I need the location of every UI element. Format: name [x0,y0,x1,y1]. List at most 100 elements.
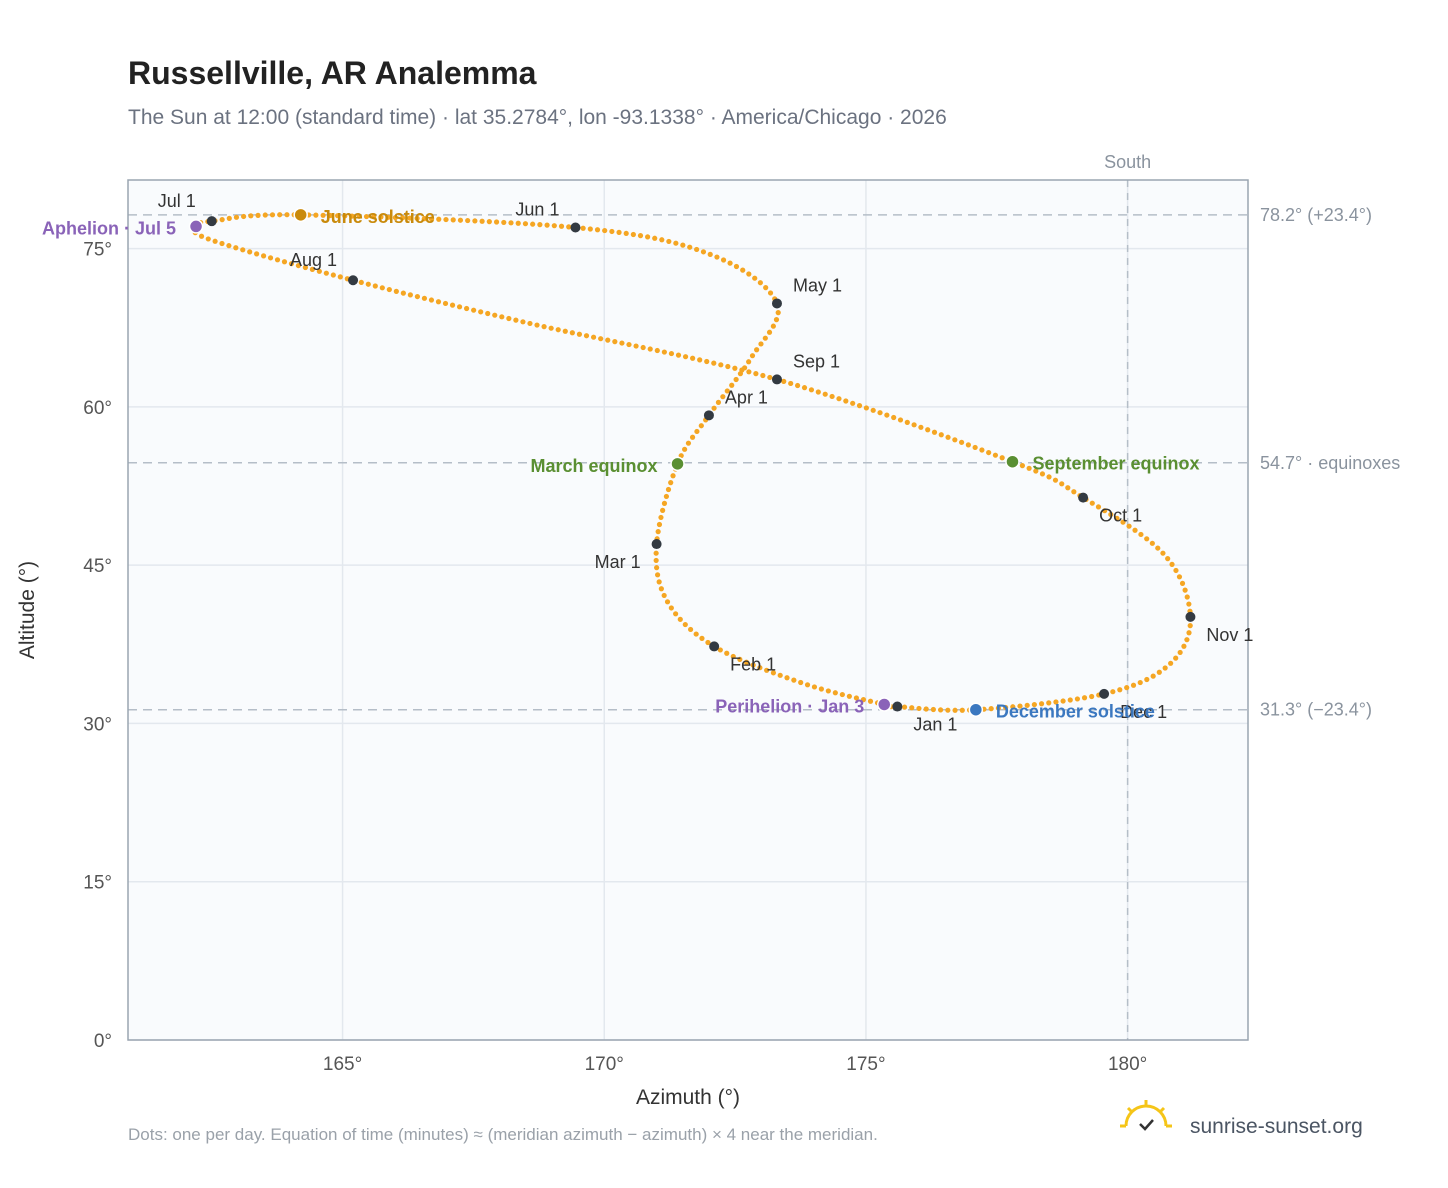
daily-sun-dot [442,300,449,307]
daily-sun-dot [385,214,391,220]
daily-sun-dot [661,349,667,355]
daily-sun-dot [1071,489,1077,495]
y-axis-title: Altitude (°) [16,561,39,659]
daily-sun-dot [583,333,590,339]
daily-sun-dot [309,266,315,273]
daily-sun-dot [675,352,682,358]
daily-sun-dot [737,656,743,663]
daily-sun-dot [717,647,723,653]
daily-sun-dot [1026,465,1032,471]
daily-sun-dot [337,274,343,280]
daily-sun-dot [965,442,971,448]
daily-sun-dot [1177,649,1183,656]
daily-sun-dot [1184,594,1190,600]
daily-sun-dot [754,347,760,353]
footnote: Dots: one per day. Equation of time (min… [128,1125,878,1144]
daily-sun-dot [687,626,694,633]
daily-sun-dot [659,237,665,243]
daily-sun-dot [668,480,674,486]
daily-sun-dot [757,280,763,286]
y-tick-label: 15° [83,873,112,894]
daily-sun-dot [832,690,838,696]
daily-sun-dot [733,263,740,270]
daily-sun-dot [1132,527,1138,533]
daily-sun-dot [781,378,787,384]
daily-sun-dot [839,691,845,698]
daily-sun-dot [764,667,770,673]
month-label: Oct 1 [1099,506,1142,526]
daily-sun-dot [656,521,663,528]
daily-sun-dot [630,231,636,238]
daily-sun-dot [198,233,205,239]
daily-sun-dot [513,317,519,323]
daily-sun-dot [594,227,601,233]
daily-sun-dot [522,221,529,227]
month-label: May 1 [793,275,842,295]
daily-sun-dot [262,212,268,218]
daily-sun-dot [471,307,477,313]
daily-sun-dot [569,330,575,336]
daily-sun-dot [891,414,897,421]
daily-sun-dot [945,434,951,440]
daily-sun-dot [682,446,688,452]
daily-sun-dot [1144,536,1150,542]
daily-sun-dot [682,621,688,628]
daily-sun-dot [668,605,674,611]
daily-sun-dot [414,215,420,221]
daily-sun-dot [1138,531,1144,538]
daily-sun-dot [1089,693,1095,700]
daily-sun-dot [843,398,849,404]
daily-sun-dot [1130,682,1137,688]
daily-sun-dot [421,216,427,222]
daily-sun-dot [992,452,999,458]
daily-sun-dot [1181,643,1187,649]
daily-sun-dot [767,374,773,381]
daily-sun-dot [658,514,664,521]
daily-sun-dot [727,260,733,266]
daily-sun-dot [697,357,703,363]
daily-sun-dot [493,219,500,225]
daily-sun-dot [714,254,720,260]
reference-line-label: 78.2° (+23.4°) [1260,205,1372,225]
daily-sun-dot [658,586,664,592]
daily-sun-dot [867,698,874,704]
daily-sun-dot [972,444,978,451]
x-axis-title: Azimuth (°) [636,1086,740,1109]
daily-sun-dot [551,223,557,229]
month-marker [651,539,662,550]
event-marker [670,456,685,472]
daily-sun-dot [705,639,711,646]
daily-sun-dot [626,341,632,348]
daily-sun-dot [1074,696,1081,702]
daily-sun-dot [327,212,333,219]
daily-sun-dot [856,403,863,409]
daily-sun-dot [342,213,348,219]
daily-sun-dot [226,243,232,249]
daily-sun-dot [1114,515,1120,521]
daily-sun-dot [850,400,856,406]
daily-sun-dot [846,693,852,699]
daily-sun-dot [541,324,547,330]
daily-sun-dot [378,214,384,220]
x-tick-label: 165° [323,1054,362,1075]
month-label: Aug 1 [290,250,337,270]
brand-name: sunrise-sunset.org [1190,1115,1363,1138]
daily-sun-dot [999,455,1005,461]
daily-sun-dot [619,340,625,346]
month-marker [771,298,782,309]
daily-sun-dot [652,235,658,241]
daily-sun-dot [777,672,783,678]
daily-sun-dot [829,393,835,400]
daily-sun-dot [400,290,406,296]
daily-sun-dot [1186,630,1192,636]
daily-sun-dot [1002,704,1009,711]
daily-sun-dot [746,369,752,375]
daily-sun-dot [1060,698,1066,704]
daily-sun-dot [720,394,726,400]
daily-sun-dot [1124,685,1130,691]
daily-sun-dot [822,391,828,397]
daily-sun-dot [663,493,670,500]
month-marker [709,641,720,652]
daily-sun-dot [773,317,780,323]
daily-sun-dot [680,242,686,248]
